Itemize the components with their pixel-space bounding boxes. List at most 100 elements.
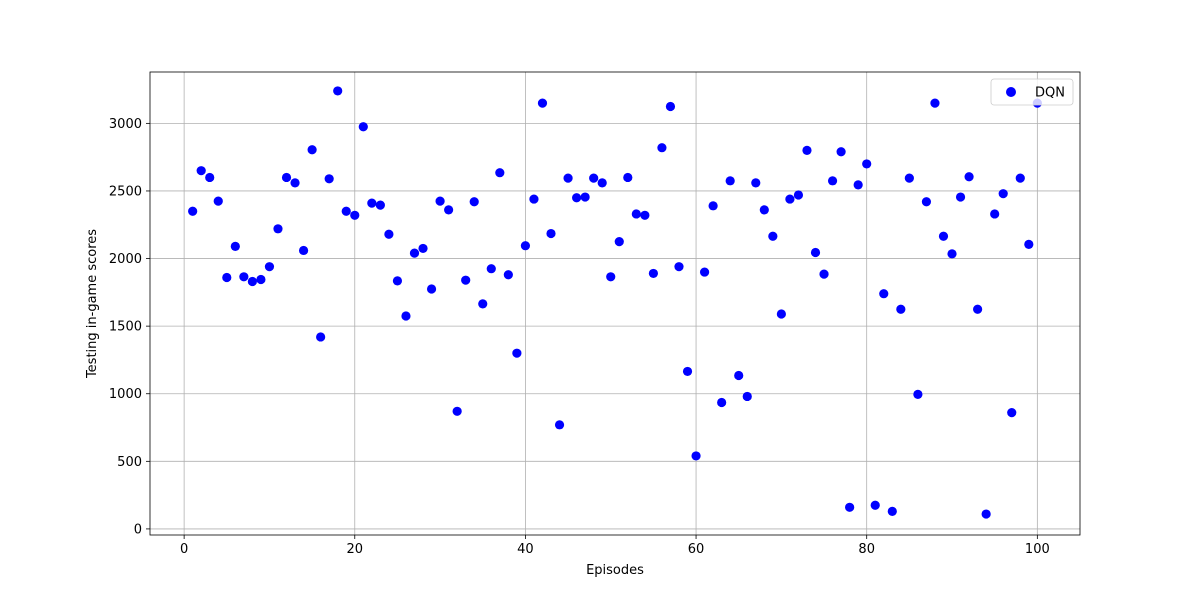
- data-point: [1015, 173, 1025, 183]
- data-point: [973, 304, 983, 314]
- data-point: [845, 502, 855, 512]
- data-point: [964, 172, 974, 182]
- y-tick-label: 0: [134, 522, 142, 537]
- data-point: [486, 264, 496, 274]
- data-point: [887, 506, 897, 516]
- data-point: [699, 267, 710, 277]
- data-point: [751, 178, 761, 188]
- data-point: [921, 197, 932, 207]
- data-point: [512, 348, 522, 358]
- x-axis: 0 20 40 60 80 100: [180, 535, 1050, 557]
- data-point: [674, 262, 684, 272]
- data-point: [392, 276, 403, 286]
- data-point: [316, 332, 326, 342]
- data-point: [452, 406, 462, 416]
- data-point: [520, 241, 531, 251]
- data-point: [640, 210, 650, 220]
- y-tick-label: 2000: [109, 252, 142, 267]
- data-point: [264, 262, 275, 272]
- x-tick-label: 60: [688, 542, 705, 557]
- data-point: [879, 289, 889, 299]
- data-point: [623, 172, 633, 183]
- data-point: [836, 147, 846, 157]
- data-point: [614, 237, 624, 247]
- y-tick-label: 500: [117, 455, 142, 470]
- data-point: [435, 196, 445, 206]
- data-point: [870, 500, 880, 510]
- data-point: [256, 274, 266, 285]
- data-point: [691, 451, 701, 461]
- data-point: [819, 269, 829, 279]
- data-point: [333, 86, 343, 96]
- legend-label: DQN: [1035, 86, 1065, 101]
- data-point: [375, 200, 385, 210]
- data-point: [478, 299, 488, 309]
- legend-marker: [1006, 87, 1016, 97]
- data-point: [904, 173, 914, 183]
- data-point: [682, 366, 693, 377]
- data-point: [785, 194, 795, 204]
- data-point: [913, 389, 923, 400]
- data-point: [495, 168, 505, 178]
- data-point: [290, 178, 300, 188]
- data-point: [955, 192, 966, 202]
- data-point: [461, 275, 471, 285]
- y-tick-label: 1500: [109, 320, 142, 335]
- data-point: [810, 247, 821, 258]
- y-tick-label: 1000: [109, 387, 142, 402]
- data-point: [947, 249, 957, 259]
- y-axis-label: Testing in-game scores: [85, 229, 100, 379]
- legend-box: [990, 78, 1074, 106]
- x-tick-label: 20: [346, 542, 363, 557]
- data-points: [188, 86, 1042, 519]
- data-point: [827, 176, 838, 186]
- data-point: [230, 241, 240, 251]
- data-point: [896, 304, 906, 314]
- data-point: [589, 173, 599, 183]
- data-point: [853, 180, 863, 190]
- data-point: [358, 122, 368, 132]
- data-point: [350, 210, 360, 220]
- data-point: [196, 166, 206, 176]
- data-point: [537, 98, 548, 108]
- data-point: [384, 229, 394, 239]
- data-point: [606, 272, 616, 282]
- data-point: [554, 420, 565, 430]
- data-point: [281, 172, 292, 183]
- data-point: [503, 270, 513, 280]
- data-point: [708, 201, 718, 211]
- data-point: [222, 272, 232, 283]
- data-point: [273, 224, 283, 234]
- data-point: [341, 206, 351, 216]
- data-point: [205, 172, 215, 183]
- data-point: [793, 190, 804, 200]
- data-point: [597, 178, 607, 188]
- data-point: [444, 205, 454, 215]
- data-point: [324, 174, 334, 184]
- data-point: [418, 243, 428, 254]
- data-point: [307, 145, 317, 155]
- data-point: [990, 209, 1000, 219]
- data-point: [426, 284, 437, 294]
- data-point: [1007, 408, 1017, 418]
- data-point: [802, 145, 812, 156]
- data-point: [247, 276, 257, 287]
- data-point: [572, 193, 582, 203]
- grid: [150, 72, 1080, 535]
- data-point: [409, 248, 420, 258]
- data-point: [930, 98, 940, 108]
- data-point: [563, 173, 573, 183]
- data-point: [998, 189, 1008, 199]
- data-point: [529, 194, 539, 204]
- data-point: [776, 309, 786, 319]
- x-tick-label: 0: [180, 542, 188, 557]
- data-point: [1024, 239, 1034, 249]
- data-point: [298, 245, 309, 256]
- data-point: [734, 370, 744, 381]
- data-point: [759, 205, 769, 215]
- data-point: [213, 196, 223, 206]
- data-point: [401, 311, 411, 321]
- y-tick-label: 3000: [109, 117, 142, 132]
- data-point: [725, 176, 735, 186]
